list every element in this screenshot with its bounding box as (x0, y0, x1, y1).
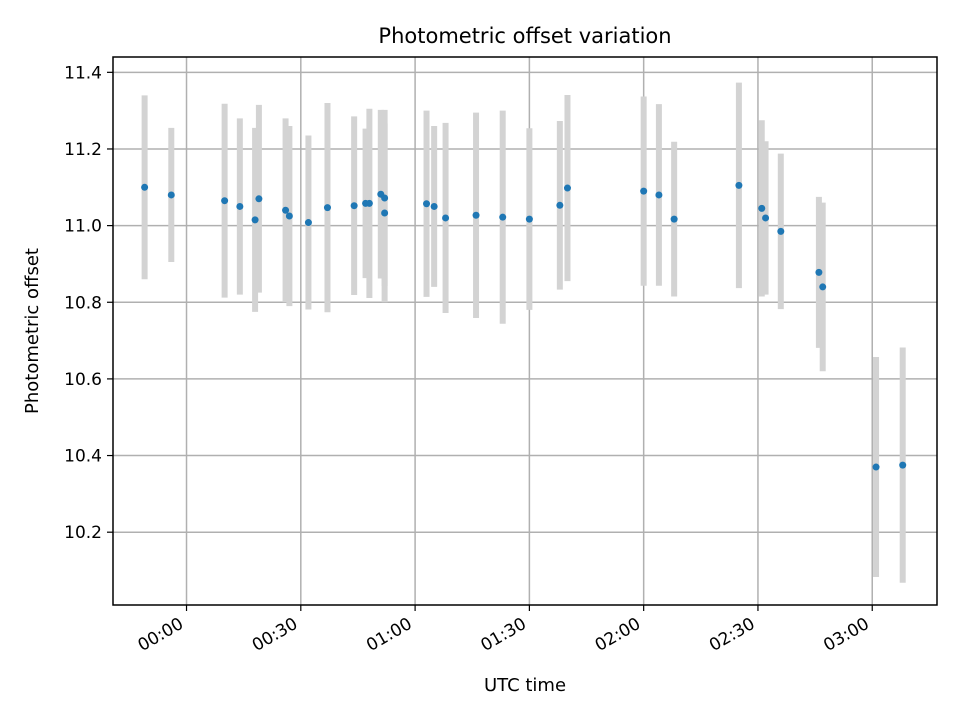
data-point (735, 181, 743, 189)
y-tick-label: 10.6 (64, 370, 102, 390)
data-point (670, 215, 678, 223)
data-point (430, 202, 438, 210)
y-axis-label: Photometric offset (22, 248, 43, 414)
y-tick-label: 11.4 (64, 63, 102, 83)
chart-title: Photometric offset variation (378, 24, 671, 48)
x-tick-label: 02:30 (706, 614, 758, 656)
data-point (899, 461, 907, 469)
data-point (442, 214, 450, 222)
data-point (350, 202, 358, 210)
data-point (282, 206, 290, 214)
x-tick-label: 02:00 (592, 614, 644, 656)
data-point (815, 268, 823, 276)
data-point (777, 227, 785, 235)
y-tick-label: 10.4 (64, 447, 102, 467)
x-tick-label: 01:00 (363, 614, 415, 656)
data-point (251, 216, 259, 224)
data-point (640, 187, 648, 195)
data-point (556, 201, 564, 209)
y-tick-label: 11.0 (64, 217, 102, 237)
data-point (762, 214, 770, 222)
data-point (323, 204, 331, 212)
data-point (141, 183, 149, 191)
data-point (525, 215, 533, 223)
errorbar-layer (141, 82, 906, 583)
grid-layer (113, 57, 937, 605)
tick-layer: 00:00 00:30 01:00 01:30 02:00 02:30 03:00 10.2 1… (64, 63, 873, 656)
data-point (285, 212, 293, 220)
x-tick-label: 00:30 (249, 614, 301, 656)
data-point (563, 184, 571, 192)
x-tick-label: 01:30 (477, 614, 529, 656)
data-point (655, 191, 663, 199)
data-point (819, 283, 827, 291)
x-axis-label: UTC time (484, 675, 566, 696)
data-point (365, 199, 373, 207)
data-point (423, 200, 431, 208)
data-point (255, 195, 263, 203)
plot-frame (112, 56, 938, 606)
data-point (499, 213, 507, 221)
data-point (472, 211, 480, 219)
data-point (167, 191, 175, 199)
data-point (236, 202, 244, 210)
data-point (872, 463, 880, 471)
data-point (758, 204, 766, 212)
y-tick-label: 10.2 (64, 523, 102, 543)
data-point (381, 194, 389, 202)
y-tick-label: 11.2 (64, 140, 102, 160)
data-point (304, 219, 312, 227)
data-point (221, 197, 229, 205)
data-point (381, 209, 389, 217)
x-tick-label: 00:00 (135, 614, 187, 656)
y-tick-label: 10.8 (64, 293, 102, 313)
x-tick-label: 03:00 (820, 614, 872, 656)
point-layer (141, 181, 907, 471)
